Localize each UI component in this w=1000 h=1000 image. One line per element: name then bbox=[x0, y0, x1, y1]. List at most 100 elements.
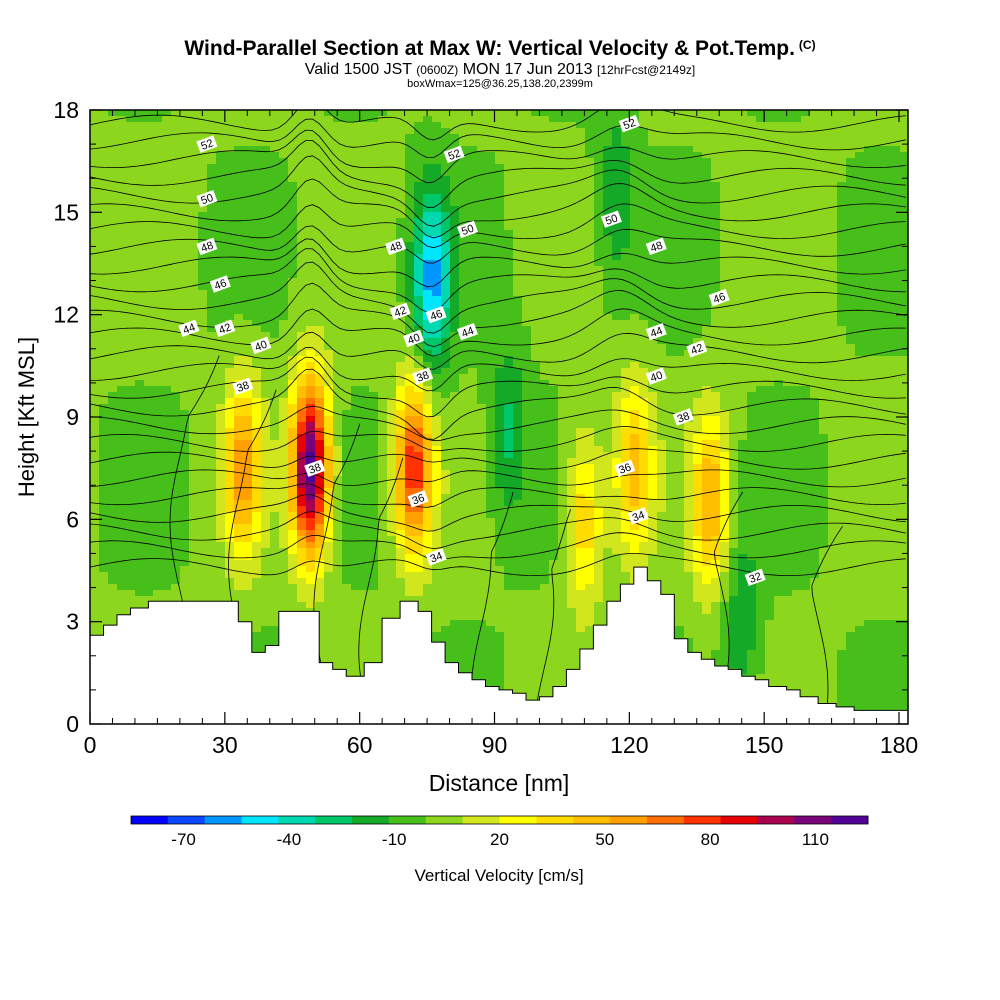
velocity-cell bbox=[549, 320, 559, 327]
velocity-cell bbox=[828, 248, 838, 255]
velocity-cell bbox=[828, 416, 838, 423]
velocity-cell bbox=[135, 164, 145, 171]
velocity-cell bbox=[387, 224, 397, 231]
velocity-cell bbox=[675, 422, 685, 429]
velocity-cell bbox=[612, 434, 622, 441]
velocity-cell bbox=[756, 362, 766, 369]
velocity-cell bbox=[180, 140, 190, 147]
velocity-cell bbox=[531, 218, 541, 225]
velocity-cell bbox=[261, 434, 271, 441]
velocity-cell bbox=[630, 302, 640, 309]
velocity-cell bbox=[855, 134, 865, 141]
velocity-cell bbox=[405, 392, 415, 399]
velocity-cell bbox=[720, 302, 730, 309]
velocity-cell bbox=[702, 404, 712, 411]
velocity-cell bbox=[405, 326, 415, 333]
velocity-cell bbox=[387, 206, 397, 213]
velocity-cell bbox=[837, 302, 847, 309]
velocity-cell bbox=[90, 296, 100, 303]
velocity-cell bbox=[882, 236, 892, 243]
velocity-cell bbox=[297, 146, 307, 153]
velocity-cell bbox=[693, 314, 703, 321]
velocity-cell bbox=[711, 326, 721, 333]
velocity-cell bbox=[729, 416, 739, 423]
velocity-cell bbox=[414, 116, 424, 123]
velocity-cell bbox=[513, 392, 523, 399]
velocity-cell bbox=[342, 344, 352, 351]
velocity-cell bbox=[702, 254, 712, 261]
velocity-cell bbox=[450, 368, 460, 375]
velocity-cell bbox=[162, 344, 172, 351]
velocity-cell bbox=[504, 266, 514, 273]
velocity-cell bbox=[261, 296, 271, 303]
velocity-cell bbox=[441, 350, 451, 357]
velocity-cell bbox=[504, 200, 514, 207]
velocity-cell bbox=[342, 140, 352, 147]
velocity-cell bbox=[180, 374, 190, 381]
velocity-cell bbox=[657, 344, 667, 351]
velocity-cell bbox=[792, 338, 802, 345]
velocity-cell bbox=[414, 242, 424, 249]
velocity-cell bbox=[495, 260, 505, 267]
velocity-cell bbox=[126, 272, 136, 279]
velocity-cell bbox=[198, 278, 208, 285]
velocity-cell bbox=[783, 110, 793, 117]
velocity-cell bbox=[594, 296, 604, 303]
velocity-cell bbox=[531, 236, 541, 243]
velocity-cell bbox=[729, 278, 739, 285]
velocity-cell bbox=[837, 428, 847, 435]
velocity-cell bbox=[468, 128, 478, 135]
velocity-cell bbox=[351, 296, 361, 303]
velocity-cell bbox=[630, 380, 640, 387]
velocity-cell bbox=[828, 230, 838, 237]
velocity-cell bbox=[378, 194, 388, 201]
velocity-cell bbox=[171, 254, 181, 261]
velocity-cell bbox=[180, 422, 190, 429]
velocity-cell bbox=[810, 308, 820, 315]
velocity-cell bbox=[216, 146, 226, 153]
velocity-cell bbox=[126, 116, 136, 123]
velocity-cell bbox=[621, 296, 631, 303]
velocity-cell bbox=[891, 308, 901, 315]
velocity-cell bbox=[765, 338, 775, 345]
velocity-cell bbox=[621, 140, 631, 147]
velocity-cell bbox=[684, 200, 694, 207]
velocity-cell bbox=[90, 314, 100, 321]
velocity-cell bbox=[801, 158, 811, 165]
velocity-cell bbox=[702, 110, 712, 117]
velocity-cell bbox=[747, 356, 757, 363]
velocity-cell bbox=[189, 344, 199, 351]
velocity-cell bbox=[522, 392, 532, 399]
velocity-cell bbox=[774, 332, 784, 339]
velocity-cell bbox=[765, 116, 775, 123]
velocity-cell bbox=[612, 386, 622, 393]
velocity-cell bbox=[108, 272, 118, 279]
velocity-cell bbox=[837, 326, 847, 333]
velocity-cell bbox=[279, 218, 289, 225]
velocity-cell bbox=[747, 110, 757, 117]
velocity-cell bbox=[711, 404, 721, 411]
velocity-cell bbox=[342, 368, 352, 375]
velocity-cell bbox=[477, 392, 487, 399]
velocity-cell bbox=[540, 362, 550, 369]
velocity-cell bbox=[549, 380, 559, 387]
velocity-cell bbox=[504, 398, 514, 405]
velocity-cell bbox=[477, 386, 487, 393]
velocity-cell bbox=[171, 182, 181, 189]
velocity-cell bbox=[837, 272, 847, 279]
velocity-cell bbox=[252, 296, 262, 303]
velocity-cell bbox=[333, 338, 343, 345]
velocity-cell bbox=[279, 368, 289, 375]
velocity-cell bbox=[576, 170, 586, 177]
velocity-cell bbox=[477, 422, 487, 429]
velocity-cell bbox=[450, 344, 460, 351]
velocity-cell bbox=[180, 254, 190, 261]
velocity-cell bbox=[369, 254, 379, 261]
velocity-cell bbox=[648, 230, 658, 237]
velocity-cell bbox=[693, 416, 703, 423]
velocity-cell bbox=[738, 140, 748, 147]
velocity-cell bbox=[477, 110, 487, 117]
velocity-cell bbox=[612, 260, 622, 267]
velocity-cell bbox=[297, 350, 307, 357]
velocity-cell bbox=[153, 158, 163, 165]
